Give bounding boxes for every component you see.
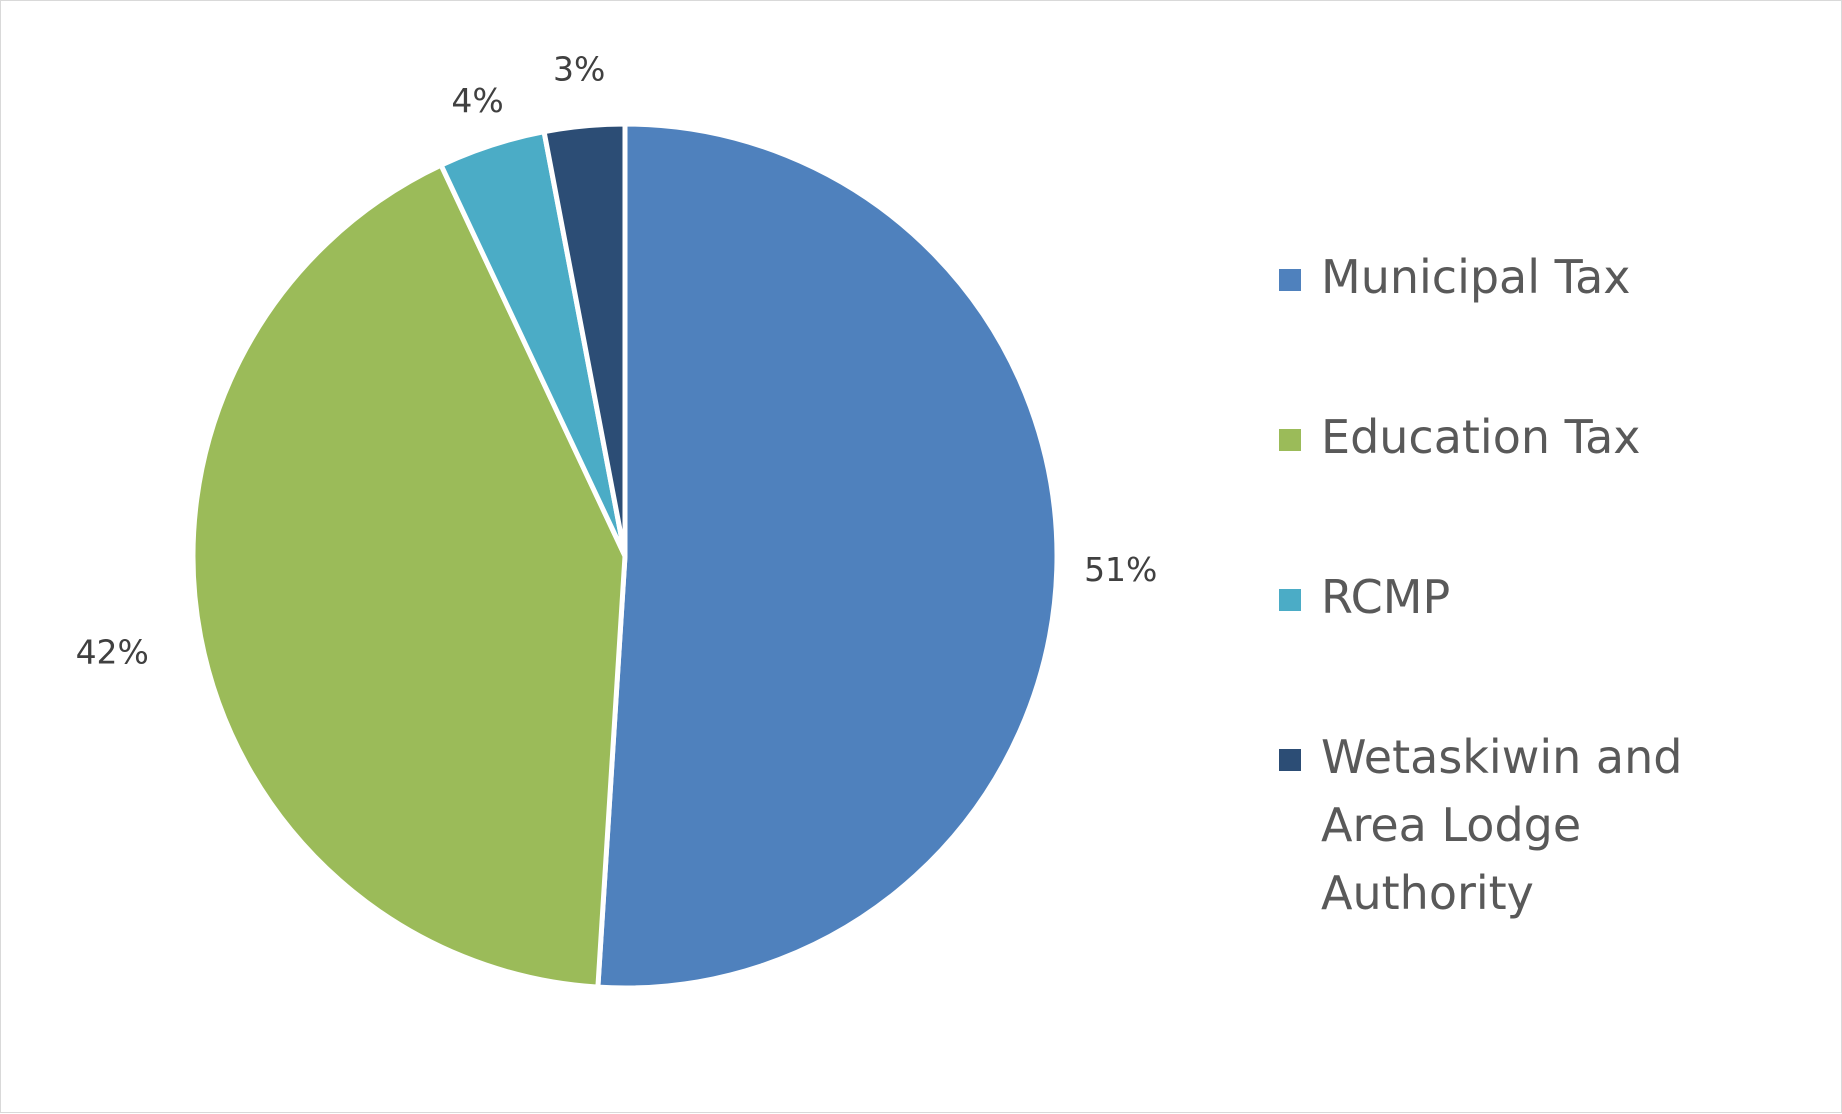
data-label-municipal-tax: 51% <box>1084 550 1157 589</box>
legend-item-wetaskiwin-lodge: Wetaskiwin and Area Lodge Authority <box>1279 723 1801 927</box>
legend-swatch-municipal-tax <box>1279 269 1301 291</box>
pie-slice-wetaskiwin-and-area-lodge-authority <box>541 121 628 559</box>
data-label-wetaskiwin-and-area-lodge-authority: 3% <box>553 50 605 89</box>
legend-item-rcmp: RCMP <box>1279 563 1801 631</box>
legend-label-wetaskiwin-lodge: Wetaskiwin and Area Lodge Authority <box>1321 730 1683 920</box>
data-label-education-tax: 42% <box>76 632 149 671</box>
legend-swatch-education-tax <box>1279 429 1301 451</box>
legend-item-municipal-tax: Municipal Tax <box>1279 243 1801 311</box>
legend-label-education-tax: Education Tax <box>1321 410 1641 464</box>
pie-slice-education-tax <box>190 162 628 990</box>
legend-swatch-wetaskiwin-lodge <box>1279 749 1301 771</box>
legend-item-education-tax: Education Tax <box>1279 403 1801 471</box>
legend-swatch-rcmp <box>1279 589 1301 611</box>
data-label-rcmp: 4% <box>451 81 503 120</box>
pie-slice-municipal-tax <box>595 121 1060 991</box>
legend-label-municipal-tax: Municipal Tax <box>1321 250 1631 304</box>
legend-label-rcmp: RCMP <box>1321 570 1451 624</box>
